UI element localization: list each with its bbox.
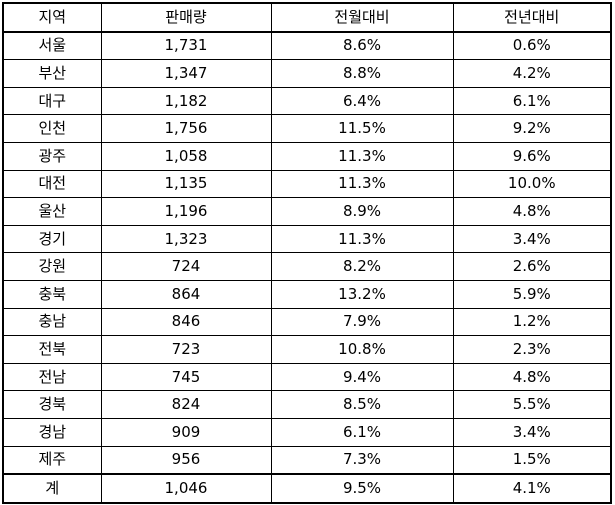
- region-cell: 경기: [2, 224, 102, 254]
- sales-cell: 1,347: [100, 59, 272, 88]
- region-cell: 인천: [2, 114, 102, 143]
- header-sales: 판매량: [100, 2, 272, 33]
- mom-change-cell: 11.3%: [270, 224, 454, 254]
- yoy-change-cell: 4.8%: [452, 362, 612, 392]
- table-row: 인천 1,756 11.5% 9.2%: [2, 114, 612, 143]
- sales-cell: 1,323: [100, 224, 272, 254]
- region-cell: 강원: [2, 252, 102, 281]
- sales-cell: 1,196: [100, 197, 272, 226]
- sales-cell: 724: [100, 252, 272, 281]
- mom-change-cell: 6.4%: [270, 86, 454, 116]
- table-row: 부산 1,347 8.8% 4.2%: [2, 59, 612, 88]
- region-cell: 광주: [2, 141, 102, 171]
- table-row: 서울 1,731 8.6% 0.6%: [2, 31, 612, 61]
- yoy-change-cell: 10.0%: [452, 169, 612, 199]
- sales-cell: 1,058: [100, 141, 272, 171]
- mom-change-cell: 11.3%: [270, 169, 454, 199]
- region-cell: 부산: [2, 59, 102, 88]
- table-body: 서울 1,731 8.6% 0.6% 부산 1,347 8.8% 4.2% 대구 1,182 6.4…: [2, 31, 612, 504]
- yoy-change-cell: 5.5%: [452, 390, 612, 419]
- mom-change-cell: 8.8%: [270, 59, 454, 88]
- sales-cell: 864: [100, 279, 272, 309]
- region-cell: 충북: [2, 279, 102, 309]
- yoy-change-cell: 4.2%: [452, 59, 612, 88]
- sales-cell: 956: [100, 445, 272, 475]
- sales-cell: 723: [100, 335, 272, 364]
- mom-change-cell: 7.9%: [270, 307, 454, 337]
- sales-cell: 1,756: [100, 114, 272, 143]
- sales-cell: 1,135: [100, 169, 272, 199]
- yoy-change-cell: 9.6%: [452, 141, 612, 171]
- mom-change-cell: 8.2%: [270, 252, 454, 281]
- region-cell: 경남: [2, 417, 102, 447]
- table-row: 충북 864 13.2% 5.9%: [2, 279, 612, 309]
- sales-cell: 1,731: [100, 31, 272, 61]
- region-cell: 경북: [2, 390, 102, 419]
- yoy-change-cell: 3.4%: [452, 224, 612, 254]
- yoy-change-cell: 1.2%: [452, 307, 612, 337]
- header-mom: 전월대비: [270, 2, 454, 33]
- table-row: 강원 724 8.2% 2.6%: [2, 252, 612, 281]
- region-cell: 전남: [2, 362, 102, 392]
- mom-change-cell: 9.4%: [270, 362, 454, 392]
- table-row: 광주 1,058 11.3% 9.6%: [2, 141, 612, 171]
- sales-cell: 846: [100, 307, 272, 337]
- region-cell: 울산: [2, 197, 102, 226]
- yoy-change-cell: 4.1%: [452, 473, 612, 504]
- region-cell: 제주: [2, 445, 102, 475]
- yoy-change-cell: 5.9%: [452, 279, 612, 309]
- region-cell: 서울: [2, 31, 102, 61]
- yoy-change-cell: 9.2%: [452, 114, 612, 143]
- region-cell: 계: [2, 473, 102, 504]
- table-row: 대전 1,135 11.3% 10.0%: [2, 169, 612, 199]
- yoy-change-cell: 1.5%: [452, 445, 612, 475]
- mom-change-cell: 11.5%: [270, 114, 454, 143]
- mom-change-cell: 6.1%: [270, 417, 454, 447]
- table-row: 대구 1,182 6.4% 6.1%: [2, 86, 612, 116]
- header-region: 지역: [2, 2, 102, 33]
- sales-cell: 824: [100, 390, 272, 419]
- table-row: 충남 846 7.9% 1.2%: [2, 307, 612, 337]
- mom-change-cell: 11.3%: [270, 141, 454, 171]
- mom-change-cell: 13.2%: [270, 279, 454, 309]
- mom-change-cell: 9.5%: [270, 473, 454, 504]
- mom-change-cell: 8.5%: [270, 390, 454, 419]
- yoy-change-cell: 6.1%: [452, 86, 612, 116]
- sales-cell: 1,182: [100, 86, 272, 116]
- yoy-change-cell: 2.3%: [452, 335, 612, 364]
- yoy-change-cell: 2.6%: [452, 252, 612, 281]
- table-row: 전북 723 10.8% 2.3%: [2, 335, 612, 364]
- sales-cell: 909: [100, 417, 272, 447]
- table-row: 경남 909 6.1% 3.4%: [2, 417, 612, 447]
- region-cell: 대전: [2, 169, 102, 199]
- total-row: 계 1,046 9.5% 4.1%: [2, 473, 612, 504]
- table-row: 전남 745 9.4% 4.8%: [2, 362, 612, 392]
- table-row: 경북 824 8.5% 5.5%: [2, 390, 612, 419]
- mom-change-cell: 10.8%: [270, 335, 454, 364]
- yoy-change-cell: 3.4%: [452, 417, 612, 447]
- mom-change-cell: 7.3%: [270, 445, 454, 475]
- table-row: 경기 1,323 11.3% 3.4%: [2, 224, 612, 254]
- region-cell: 충남: [2, 307, 102, 337]
- header-yoy: 전년대비: [452, 2, 612, 33]
- sales-cell: 745: [100, 362, 272, 392]
- yoy-change-cell: 0.6%: [452, 31, 612, 61]
- table-row: 제주 956 7.3% 1.5%: [2, 445, 612, 475]
- mom-change-cell: 8.6%: [270, 31, 454, 61]
- table-row: 울산 1,196 8.9% 4.8%: [2, 197, 612, 226]
- mom-change-cell: 8.9%: [270, 197, 454, 226]
- header-row: 지역 판매량 전월대비 전년대비: [2, 2, 612, 33]
- sales-cell: 1,046: [100, 473, 272, 504]
- region-cell: 대구: [2, 86, 102, 116]
- yoy-change-cell: 4.8%: [452, 197, 612, 226]
- region-cell: 전북: [2, 335, 102, 364]
